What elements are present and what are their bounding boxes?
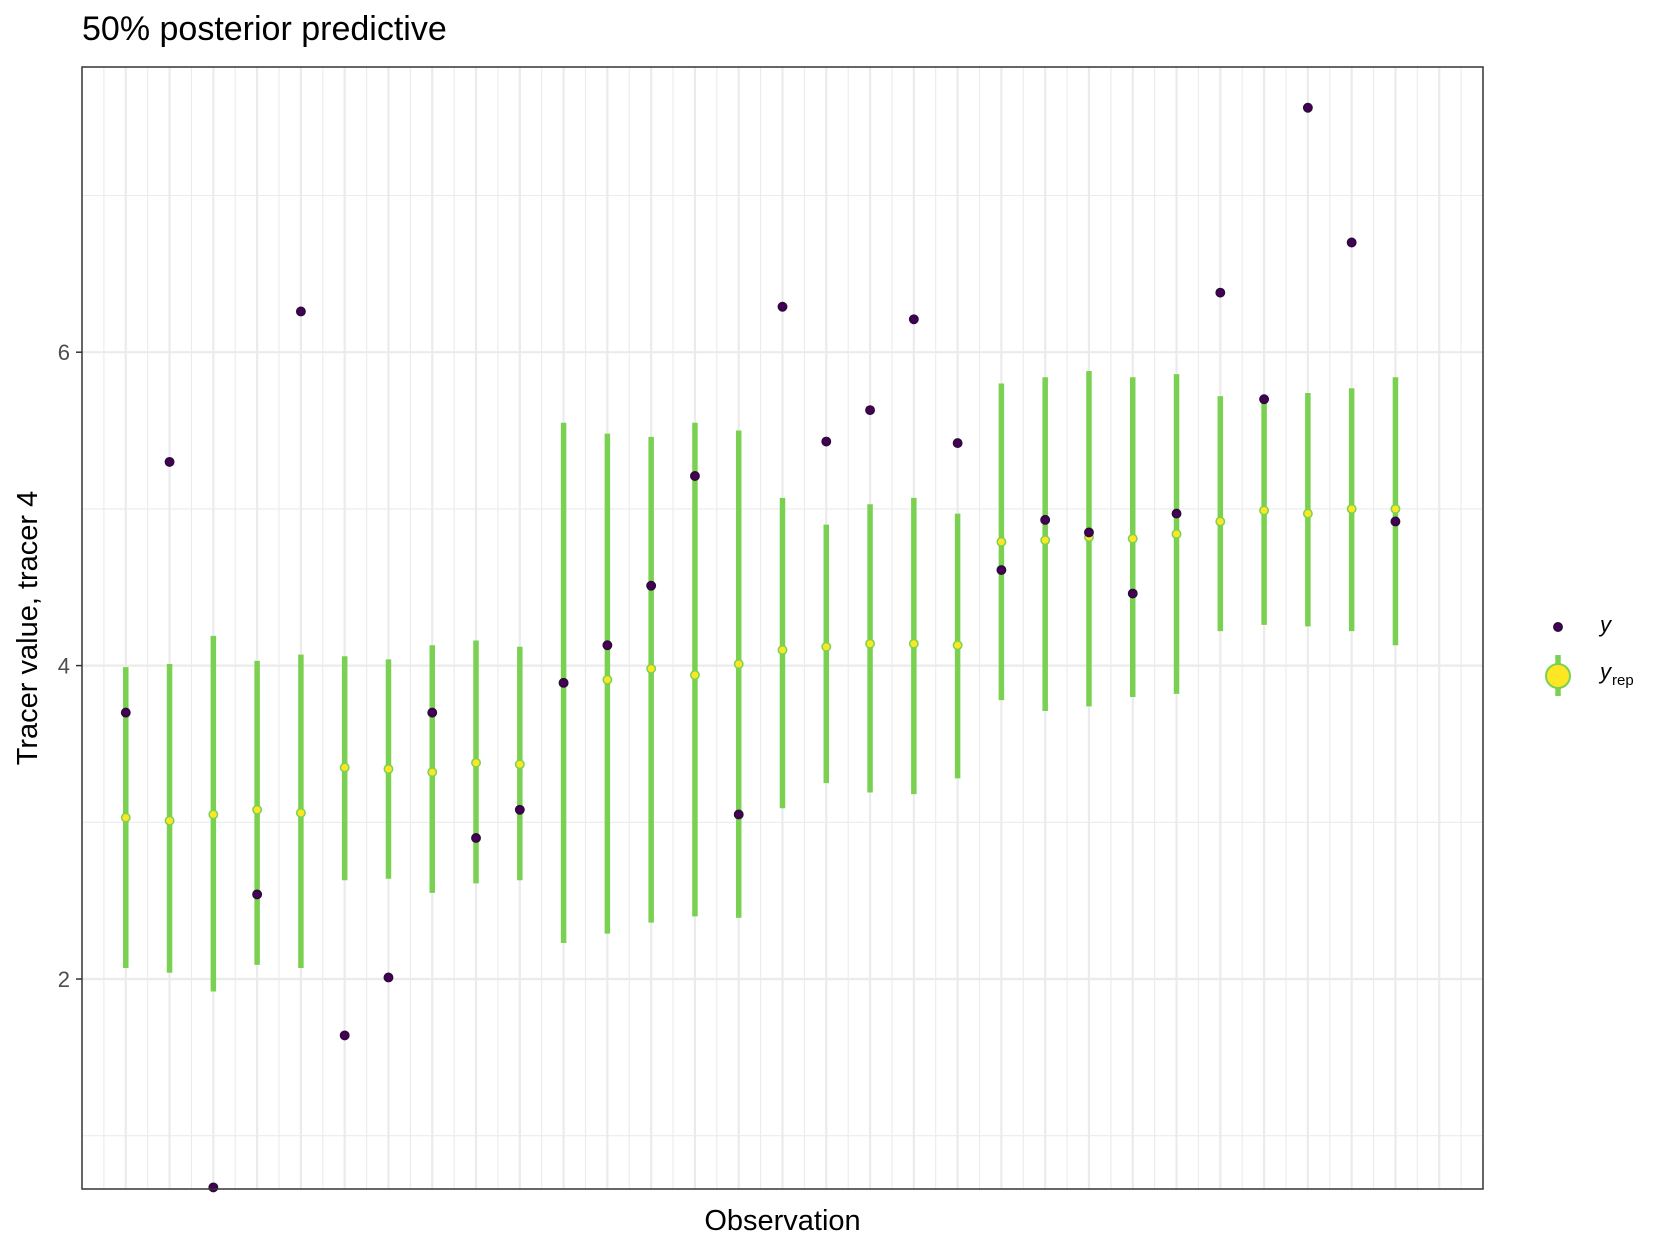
yrep-median-point (1390, 503, 1401, 514)
y-observed-point (339, 1030, 350, 1041)
y-observed-point (295, 306, 306, 317)
y-observed-point (1040, 514, 1051, 525)
yrep-median-point (1215, 516, 1226, 527)
y-observed-point (1215, 287, 1226, 298)
yrep-median-point (339, 762, 350, 773)
y-observed-point (383, 972, 394, 983)
yrep-median-point (1171, 529, 1182, 539)
yrep-median-point (471, 757, 481, 768)
yrep-median-point (1127, 533, 1138, 544)
y-observed-point (777, 301, 788, 312)
legend-yrep-label: yrep (1598, 659, 1634, 689)
legend-yrep-point (1545, 663, 1571, 689)
yrep-median-point (733, 659, 744, 669)
legend-yrep-main: y (1598, 659, 1613, 684)
yrep-median-point (602, 674, 613, 685)
y-observed-point (1346, 237, 1357, 248)
yrep-median-point (646, 663, 657, 674)
yrep-median-point (1346, 503, 1357, 514)
yrep-median-point (164, 815, 175, 826)
legend: y yrep (1545, 612, 1634, 696)
yrep-median-point (383, 764, 394, 774)
point-layer (120, 102, 1401, 1193)
yrep-median-point (996, 536, 1007, 547)
yrep-median-point (295, 807, 306, 818)
x-axis-title: Observation (704, 1205, 860, 1237)
y-observed-point (952, 438, 963, 449)
yrep-median-point (1259, 505, 1270, 516)
y-observed-point (733, 809, 744, 820)
yrep-median-point (1040, 535, 1051, 546)
y-observed-point (1259, 394, 1270, 405)
y-observed-point (908, 314, 919, 325)
y-axis-title: Tracer value, tracer 4 (12, 491, 44, 766)
y-observed-point (1127, 588, 1138, 599)
y-observed-point (1390, 516, 1401, 527)
legend-y-label: y (1598, 612, 1613, 637)
median-layer (120, 503, 1401, 826)
y-observed-point (865, 405, 876, 416)
yrep-median-point (427, 767, 438, 778)
yrep-median-point (865, 638, 876, 649)
yrep-median-point (952, 640, 963, 651)
y-tick-label: 6 (58, 340, 70, 365)
yrep-median-point (208, 809, 219, 820)
legend-y-point (1553, 622, 1563, 632)
y-observed-point (558, 677, 569, 688)
y-observed-point (689, 471, 700, 481)
y-observed-point (208, 1182, 219, 1193)
y-observed-point (471, 833, 481, 843)
yrep-median-point (777, 644, 788, 655)
y-observed-point (514, 804, 525, 815)
yrep-median-point (120, 812, 131, 823)
legend-yrep-sub: rep (1612, 672, 1634, 689)
grid-lines (82, 67, 1483, 1189)
y-observed-point (602, 640, 613, 651)
yrep-median-point (821, 641, 832, 652)
y-observed-point (646, 580, 657, 591)
yrep-median-point (689, 670, 700, 680)
y-observed-point (1084, 527, 1094, 538)
y-observed-point (252, 889, 263, 900)
y-tick-label: 2 (58, 967, 70, 992)
yrep-median-point (908, 638, 919, 649)
y-observed-point (164, 456, 175, 467)
chart-title: 50% posterior predictive (82, 10, 447, 48)
y-observed-point (996, 565, 1007, 575)
y-observed-point (1171, 508, 1182, 519)
y-observed-point (120, 707, 131, 718)
y-tick-label: 4 (58, 654, 70, 679)
yrep-median-point (252, 804, 263, 815)
panel-border (81, 66, 1484, 1190)
y-observed-point (821, 436, 832, 447)
y-axis-ticks: 2 4 6 (58, 340, 82, 992)
y-observed-point (1302, 102, 1313, 113)
y-observed-point (427, 707, 438, 718)
yrep-median-point (514, 759, 525, 770)
yrep-median-point (1302, 508, 1313, 519)
